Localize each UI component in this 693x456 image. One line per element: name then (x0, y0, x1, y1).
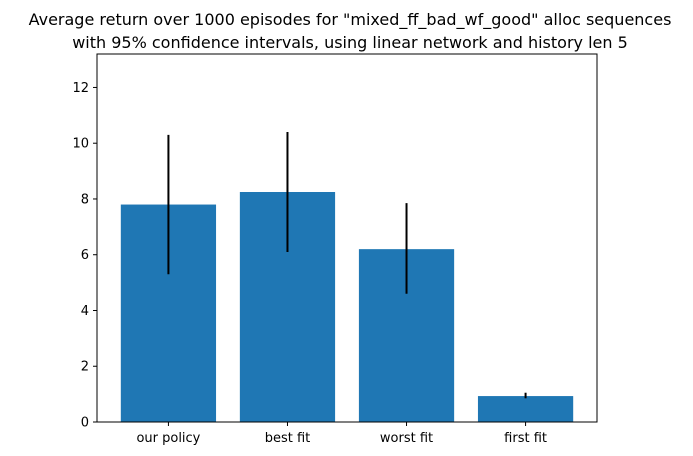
y-tick-label: 4 (81, 304, 89, 319)
y-tick-label: 10 (72, 137, 89, 152)
y-tick-label: 8 (81, 192, 89, 207)
y-tick-label: 12 (72, 81, 89, 96)
axes-frame (96, 53, 598, 423)
chart-subtitle: with 95% confidence intervals, using lin… (72, 33, 628, 52)
x-tick-label: first fit (504, 431, 547, 446)
bar-first-fit (477, 396, 574, 422)
x-tick-label: worst fit (380, 431, 433, 446)
chart-title: Average return over 1000 episodes for "m… (29, 10, 672, 30)
y-tick-label: 0 (81, 416, 89, 431)
plot-area: 0 2 4 6 8 10 12 our policy best fit worst fit firs… (72, 81, 574, 446)
x-tick-label: our policy (136, 431, 200, 446)
y-tick-label: 2 (81, 360, 89, 375)
y-tick-label: 6 (81, 248, 89, 263)
x-tick-label: best fit (265, 431, 311, 446)
